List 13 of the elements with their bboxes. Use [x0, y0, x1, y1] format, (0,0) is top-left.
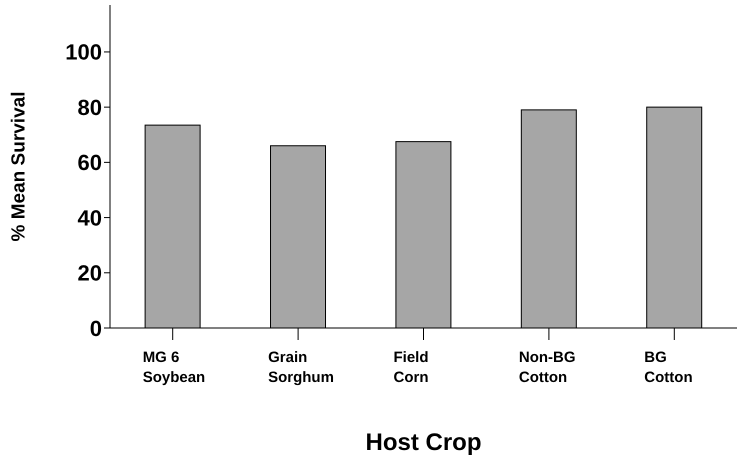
x-tick-label: Non-BG Cotton [518, 349, 576, 386]
x-axis-title: Host Crop [366, 429, 482, 456]
x-tick-label: MG 6 Soybean [142, 349, 206, 386]
y-axis-title: % Mean Survival [8, 92, 30, 242]
y-tick-label: 0 [90, 316, 102, 341]
y-tick-label: 100 [65, 40, 102, 65]
y-tick-label: 60 [78, 150, 102, 176]
y-tick-label: 80 [78, 94, 102, 120]
x-tick-label: Field Corn [394, 349, 429, 386]
y-tick-label: 40 [78, 205, 102, 230]
x-tick-label: Grain Sorghum [268, 349, 334, 386]
x-tick-label: BG Cotton [644, 349, 693, 386]
y-tick-label: 20 [78, 260, 102, 286]
